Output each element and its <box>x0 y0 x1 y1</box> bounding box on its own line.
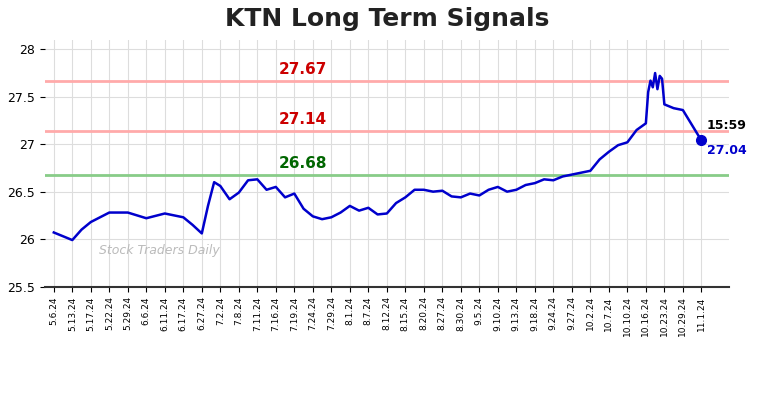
Text: Stock Traders Daily: Stock Traders Daily <box>100 244 220 257</box>
Title: KTN Long Term Signals: KTN Long Term Signals <box>225 7 549 31</box>
Text: 27.14: 27.14 <box>279 112 327 127</box>
Text: 27.04: 27.04 <box>707 144 746 157</box>
Text: 15:59: 15:59 <box>707 119 747 132</box>
Text: 26.68: 26.68 <box>279 156 328 171</box>
Text: 27.67: 27.67 <box>279 62 327 77</box>
